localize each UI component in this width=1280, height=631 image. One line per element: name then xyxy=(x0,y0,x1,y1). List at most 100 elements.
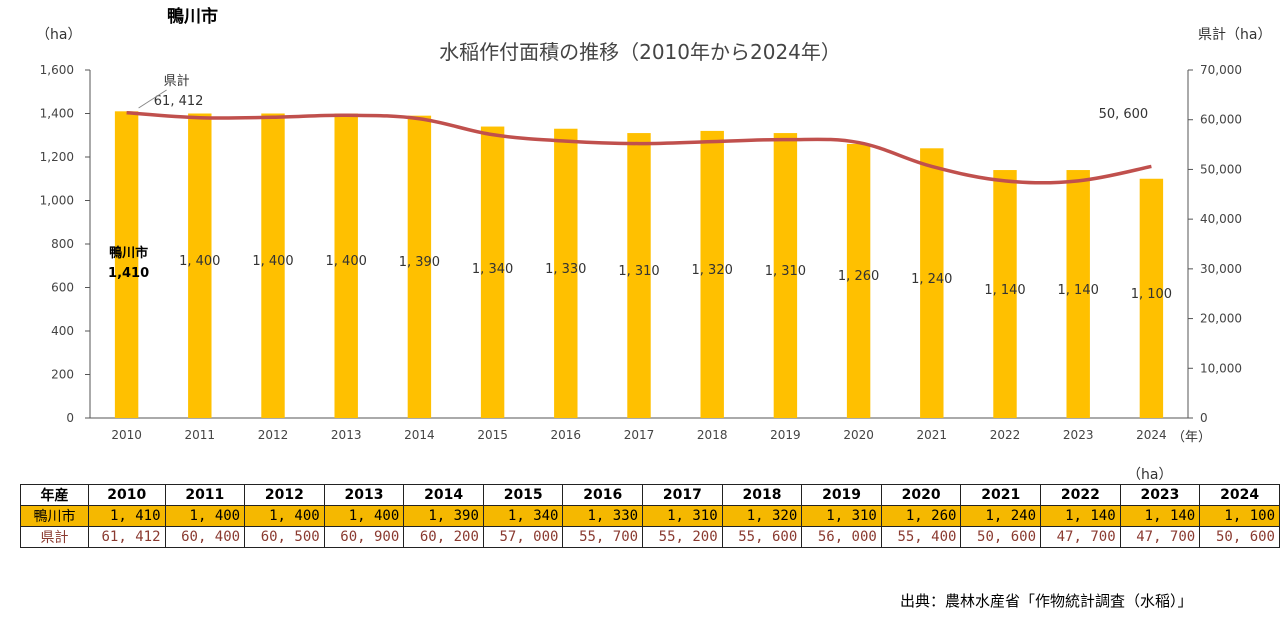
table-value-cell: 1, 260 xyxy=(880,505,962,527)
bar-2014 xyxy=(407,115,432,419)
bar-2022 xyxy=(993,170,1017,418)
table-year-cell: 2015 xyxy=(482,484,564,506)
table-header-label: 年産 xyxy=(19,484,90,506)
table-header-row: 年産 2010 2011 2012 2013 2014 2015 2016 2017 2018 20… xyxy=(19,484,1280,506)
table-year-cell: 2020 xyxy=(880,484,962,506)
y-tick-label-left: 0 xyxy=(66,411,74,425)
bar-value-label: 1, 310 xyxy=(618,264,659,279)
bar-value-label: 1, 400 xyxy=(326,254,367,269)
table-year-cell: 2017 xyxy=(642,484,723,506)
table-value-cell: 1, 320 xyxy=(721,505,803,527)
table-value-cell: 55, 600 xyxy=(721,526,803,548)
table-year-cell: 2024 xyxy=(1199,484,1280,506)
table-value-cell: 1, 330 xyxy=(562,505,644,527)
table-value-cell: 47, 700 xyxy=(1040,526,1121,548)
data-table: 年産 2010 2011 2012 2013 2014 2015 2016 2017 2018 20… xyxy=(19,484,1280,548)
table-value-cell: 56, 000 xyxy=(801,526,882,548)
table-value-cell: 60, 900 xyxy=(323,526,405,548)
x-tick-label: 2017 xyxy=(624,428,655,442)
bar-2019 xyxy=(773,133,798,418)
table-year-cell: 2019 xyxy=(801,484,882,506)
y-tick-label-left: 1,000 xyxy=(40,194,74,208)
table-value-cell: 57, 000 xyxy=(482,526,564,548)
table-value-cell: 1, 340 xyxy=(482,505,564,527)
table-value-cell: 1, 140 xyxy=(1040,505,1121,527)
bar-2010 xyxy=(114,111,139,418)
bar-value-label: 1, 240 xyxy=(911,272,952,287)
table-value-cell: 1, 310 xyxy=(642,505,723,527)
chart-area: 0 200 400 600 800 1,000 1,200 1,400 1,600 0 10,000… xyxy=(40,63,1242,445)
bar-2021 xyxy=(920,148,944,419)
bar-value-label: 1, 340 xyxy=(472,262,513,277)
bar-2018 xyxy=(700,130,724,418)
bar-value-label: 1, 400 xyxy=(252,254,293,269)
table-year-cell: 2016 xyxy=(562,484,644,506)
bar-value-label: 1, 330 xyxy=(545,262,586,277)
bar-2013 xyxy=(334,113,358,418)
table-unit-label: （ha） xyxy=(1127,467,1173,483)
source-note: 出典：農林水産省「作物統計調査（水稲）」 xyxy=(900,592,1193,610)
table-value-cell: 55, 200 xyxy=(642,526,723,548)
y-tick-label-right: 10,000 xyxy=(1200,361,1242,375)
y-tick-label-left: 1,400 xyxy=(40,107,74,121)
table-value-cell: 47, 700 xyxy=(1119,526,1201,548)
table-value-cell: 55, 400 xyxy=(880,526,962,548)
y-tick-label-right: 50,000 xyxy=(1200,162,1242,176)
bar-value-label: 1, 100 xyxy=(1131,287,1172,302)
y-tick-label-left: 400 xyxy=(51,324,74,338)
x-tick-label: 2016 xyxy=(551,428,582,442)
table-value-cell: 1, 400 xyxy=(164,505,246,527)
chart-title: 水稲作付面積の推移（2010年から2024年） xyxy=(439,40,841,64)
x-tick-label: 2019 xyxy=(770,428,801,442)
line-end-value-label: 50, 600 xyxy=(1099,107,1149,122)
table-year-cell: 2021 xyxy=(960,484,1042,506)
y-tick-label-right: 40,000 xyxy=(1200,212,1242,226)
bar-value-label: 1, 140 xyxy=(1058,283,1099,298)
table-value-cell: 50, 600 xyxy=(1199,526,1280,548)
y-tick-label-right: 20,000 xyxy=(1200,312,1242,326)
x-tick-label: 2014 xyxy=(404,428,435,442)
bar-2020 xyxy=(846,143,871,418)
bar-value-label: 1, 390 xyxy=(399,255,440,270)
x-tick-label: 2023 xyxy=(1063,428,1094,442)
x-axis-label: （年） xyxy=(1172,430,1211,445)
line-start-value-label: 61, 412 xyxy=(154,94,204,109)
x-tick-label: 2015 xyxy=(477,428,508,442)
line-start-name-label: 県計 xyxy=(164,73,190,89)
x-tick-label: 2012 xyxy=(258,428,289,442)
x-tick-label: 2010 xyxy=(111,428,142,442)
table-value-cell: 55, 700 xyxy=(562,526,644,548)
y-tick-label-left: 1,200 xyxy=(40,150,74,164)
bar-value-label: 1, 400 xyxy=(179,254,220,269)
y-tick-label-right: 70,000 xyxy=(1200,63,1242,77)
y-tick-label-left: 600 xyxy=(51,281,74,295)
table-value-cell: 1, 140 xyxy=(1119,505,1201,527)
x-tick-label: 2011 xyxy=(185,428,216,442)
y-tick-label-right: 30,000 xyxy=(1200,262,1242,276)
bar-value-label: 1, 320 xyxy=(692,263,733,278)
table-value-cell: 1, 310 xyxy=(801,505,882,527)
y-tick-label-right: 60,000 xyxy=(1200,113,1242,127)
x-tick-label: 2022 xyxy=(990,428,1021,442)
table-row-label: 県計 xyxy=(19,526,90,548)
table-value-cell: 60, 200 xyxy=(403,526,484,548)
table-year-cell: 2022 xyxy=(1040,484,1121,506)
bar-2023 xyxy=(1066,170,1090,418)
table-value-cell: 60, 400 xyxy=(164,526,246,548)
table-value-cell: 1, 400 xyxy=(323,505,405,527)
y-axis-right-label: 県計（ha） xyxy=(1198,27,1272,43)
table-value-cell: 61, 412 xyxy=(88,526,166,548)
bar-2016 xyxy=(554,128,578,418)
table-year-cell: 2011 xyxy=(164,484,246,506)
table-value-cell: 1, 410 xyxy=(88,505,166,527)
bar-value-label: 1, 310 xyxy=(765,264,806,279)
y-tick-label-left: 800 xyxy=(51,237,74,251)
first-bar-value-label: 1,410 xyxy=(108,266,149,281)
x-tick-label: 2020 xyxy=(843,428,874,442)
table-year-cell: 2012 xyxy=(244,484,325,506)
table-year-cell: 2018 xyxy=(721,484,803,506)
y-tick-label-left: 1,600 xyxy=(40,63,74,77)
table-year-cell: 2023 xyxy=(1119,484,1201,506)
first-bar-series-label: 鴨川市 xyxy=(109,245,148,261)
table-row-label: 鴨川市 xyxy=(19,505,90,527)
